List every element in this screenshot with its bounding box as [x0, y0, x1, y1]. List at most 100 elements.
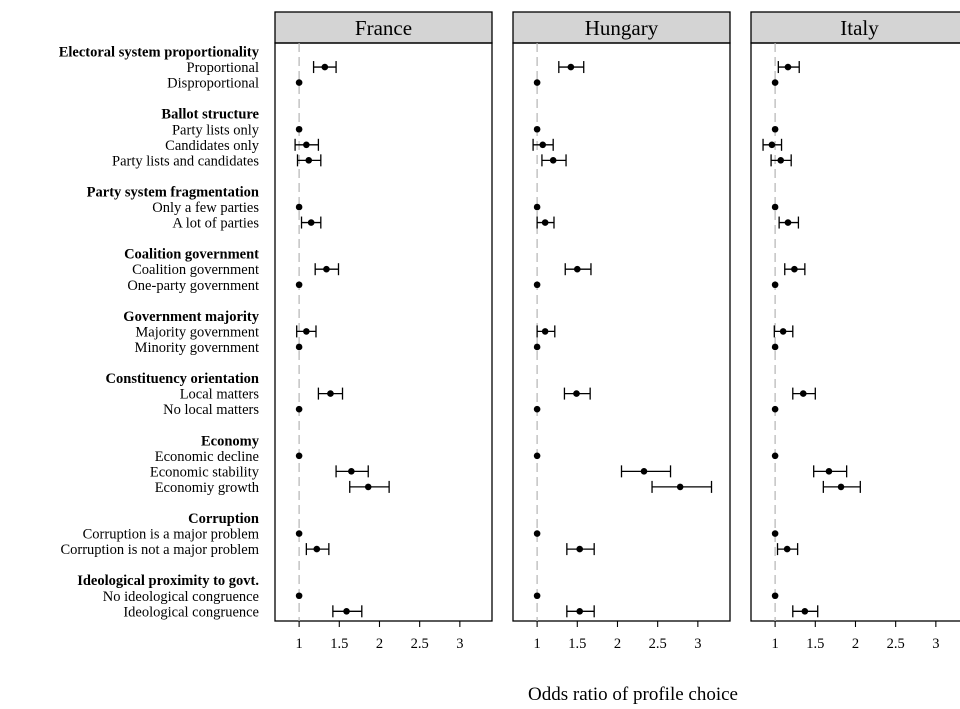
estimate-point — [321, 63, 329, 71]
estimate-point — [295, 452, 303, 460]
x-tick-label: 1.5 — [330, 636, 348, 652]
estimate-point — [801, 608, 809, 615]
level-label: Economic decline — [155, 449, 259, 465]
estimate-point — [783, 545, 791, 553]
estimate-point — [576, 545, 584, 553]
x-tick-label: 2.5 — [411, 636, 429, 652]
x-tick-label: 3 — [456, 636, 463, 652]
estimate-point — [771, 530, 779, 537]
level-label: Ideological congruence — [123, 604, 259, 620]
estimate-point — [533, 125, 541, 133]
panel-frame — [274, 42, 493, 622]
estimate-point — [771, 203, 779, 211]
estimate-point — [825, 468, 833, 475]
estimate-point — [327, 390, 334, 397]
estimate-point — [295, 530, 303, 537]
estimate-point — [295, 343, 303, 351]
estimate-point — [533, 592, 541, 600]
estimate-point — [295, 125, 303, 133]
panel-header — [750, 11, 960, 44]
panel-title: Hungary — [585, 16, 659, 40]
estimate-point — [768, 141, 776, 149]
x-tick-label: 2 — [614, 636, 621, 652]
estimate-point — [533, 452, 541, 460]
level-label: Corruption is a major problem — [83, 527, 260, 543]
group-title: Party system fragmentation — [87, 184, 259, 200]
x-tick-label: 1.5 — [806, 636, 824, 652]
x-tick-label: 2.5 — [649, 636, 667, 652]
estimate-point — [784, 219, 792, 226]
estimate-point — [539, 141, 547, 149]
estimate-point — [295, 592, 303, 600]
panel-frame — [750, 42, 960, 622]
group-title: Ballot structure — [161, 107, 259, 123]
panel-title: France — [355, 16, 412, 40]
group-title: Coalition government — [124, 247, 259, 263]
level-label: Proportional — [187, 60, 260, 76]
group-title: Ideological proximity to govt. — [77, 573, 259, 589]
level-label: Corruption is not a major problem — [60, 542, 259, 558]
estimate-point — [771, 592, 779, 600]
level-label: Party lists and candidates — [112, 153, 259, 169]
level-label: Local matters — [180, 387, 260, 403]
panel-header — [274, 11, 493, 44]
x-axis-title: Odds ratio of profile choice — [528, 684, 738, 705]
panel-frame — [512, 42, 731, 622]
estimate-point — [771, 79, 779, 86]
estimate-point — [541, 328, 549, 335]
group-title: Economy — [201, 433, 260, 449]
estimate-point — [777, 157, 785, 164]
estimate-point — [533, 343, 541, 351]
estimate-point — [567, 63, 575, 71]
estimate-point — [303, 328, 310, 335]
group-title: Corruption — [188, 511, 259, 527]
estimate-point — [799, 390, 807, 397]
level-label: Party lists only — [172, 122, 260, 138]
estimate-point — [771, 452, 779, 460]
x-tick-label: 3 — [694, 636, 701, 652]
estimate-point — [533, 79, 541, 86]
x-tick-label: 2 — [852, 636, 859, 652]
x-tick-label: 2.5 — [887, 636, 905, 652]
x-tick-label: 1 — [533, 636, 540, 652]
level-label: No local matters — [163, 402, 259, 418]
estimate-point — [549, 157, 557, 164]
estimate-point — [573, 390, 580, 397]
estimate-point — [303, 141, 310, 149]
x-tick-label: 1 — [771, 636, 778, 652]
estimate-point — [837, 483, 845, 491]
x-tick-label: 3 — [932, 636, 939, 652]
level-label: Disproportional — [167, 76, 259, 92]
panel-france: France 1 1.5 2 2.5 3 — [274, 11, 493, 652]
estimate-point — [295, 79, 303, 86]
estimate-point — [533, 530, 541, 537]
level-label: A lot of parties — [172, 216, 259, 232]
estimate-point — [533, 405, 541, 413]
x-tick-label: 1 — [295, 636, 302, 652]
panel-hungary: Hungary 1 1.5 2 2.5 3 — [512, 11, 731, 652]
panel-title: Italy — [840, 16, 879, 40]
level-label: Only a few parties — [152, 200, 259, 216]
estimate-point — [640, 468, 648, 475]
level-label: Minority government — [135, 340, 259, 356]
estimate-point — [533, 281, 541, 289]
estimate-point — [771, 281, 779, 289]
group-title: Electoral system proportionality — [59, 45, 260, 61]
level-label: Coalition government — [132, 262, 259, 278]
estimate-point — [533, 203, 541, 211]
estimate-point — [307, 219, 315, 226]
estimate-point — [295, 281, 303, 289]
level-label: Economiy growth — [155, 480, 260, 496]
estimate-point — [323, 265, 330, 273]
group-title: Government majority — [123, 309, 259, 325]
level-label: Economic stability — [150, 464, 260, 480]
level-label: Candidates only — [165, 138, 260, 154]
level-label: No ideological congruence — [103, 589, 259, 605]
estimate-point — [348, 468, 355, 475]
estimate-point — [295, 405, 303, 413]
panel-header — [512, 11, 731, 44]
estimate-point — [676, 483, 684, 491]
group-title: Constituency orientation — [106, 371, 259, 387]
estimate-point — [576, 608, 584, 615]
